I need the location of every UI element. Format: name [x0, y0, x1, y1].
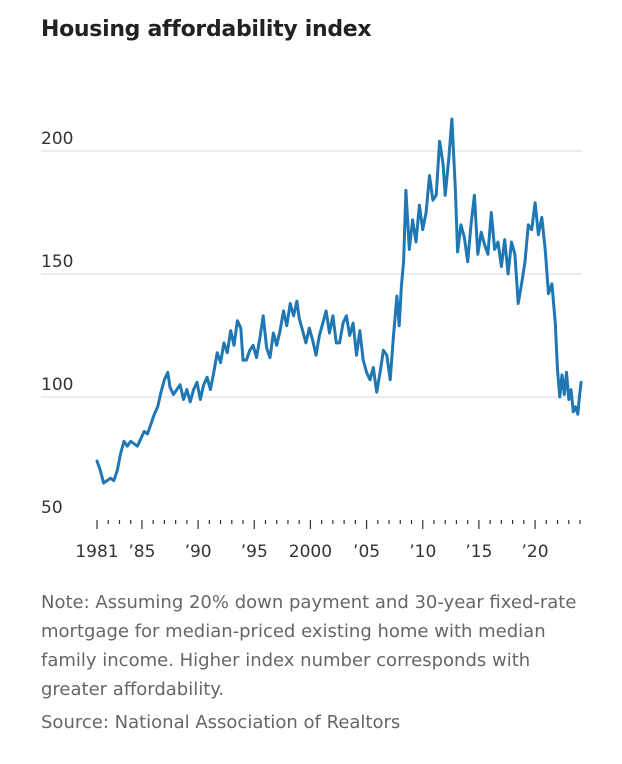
- x-tick-label-2010: ’10: [409, 542, 436, 562]
- y-tick-label-100: 100: [41, 375, 73, 395]
- x-tick-label-2015: ’15: [465, 542, 492, 562]
- x-tick-label-1981: 1981: [75, 542, 118, 562]
- series-layer: [95, 117, 583, 485]
- x-tick-label-1985: ’85: [128, 542, 155, 562]
- x-tick-label-1990: ’90: [185, 542, 212, 562]
- series-line-0: [95, 117, 583, 485]
- x-tick-label-2020: ’20: [522, 542, 549, 562]
- y-tick-label-50: 50: [41, 498, 63, 518]
- x-axis-ticks: [96, 520, 581, 529]
- x-tick-label-1995: ’95: [241, 542, 268, 562]
- x-tick-label-2005: ’05: [353, 542, 380, 562]
- line-chart-plot: 200 150 100 50 1981 ’85 ’90 ’95 2000 ’05 ’10 ’15 ’2…: [41, 117, 583, 562]
- y-axis-tick-labels: 200 150 100 50: [41, 129, 73, 518]
- chart-note: Note: Assuming 20% down payment and 30-y…: [41, 592, 577, 700]
- x-tick-label-2000: 2000: [289, 542, 332, 562]
- x-axis-tick-labels: 1981 ’85 ’90 ’95 2000 ’05 ’10 ’15 ’20: [75, 542, 548, 562]
- grid-lines: [41, 150, 582, 398]
- y-tick-label-150: 150: [41, 252, 73, 272]
- y-tick-label-200: 200: [41, 129, 73, 149]
- chart-title: Housing affordability index: [41, 17, 372, 42]
- chart-source: Source: National Association of Realtors: [41, 712, 401, 733]
